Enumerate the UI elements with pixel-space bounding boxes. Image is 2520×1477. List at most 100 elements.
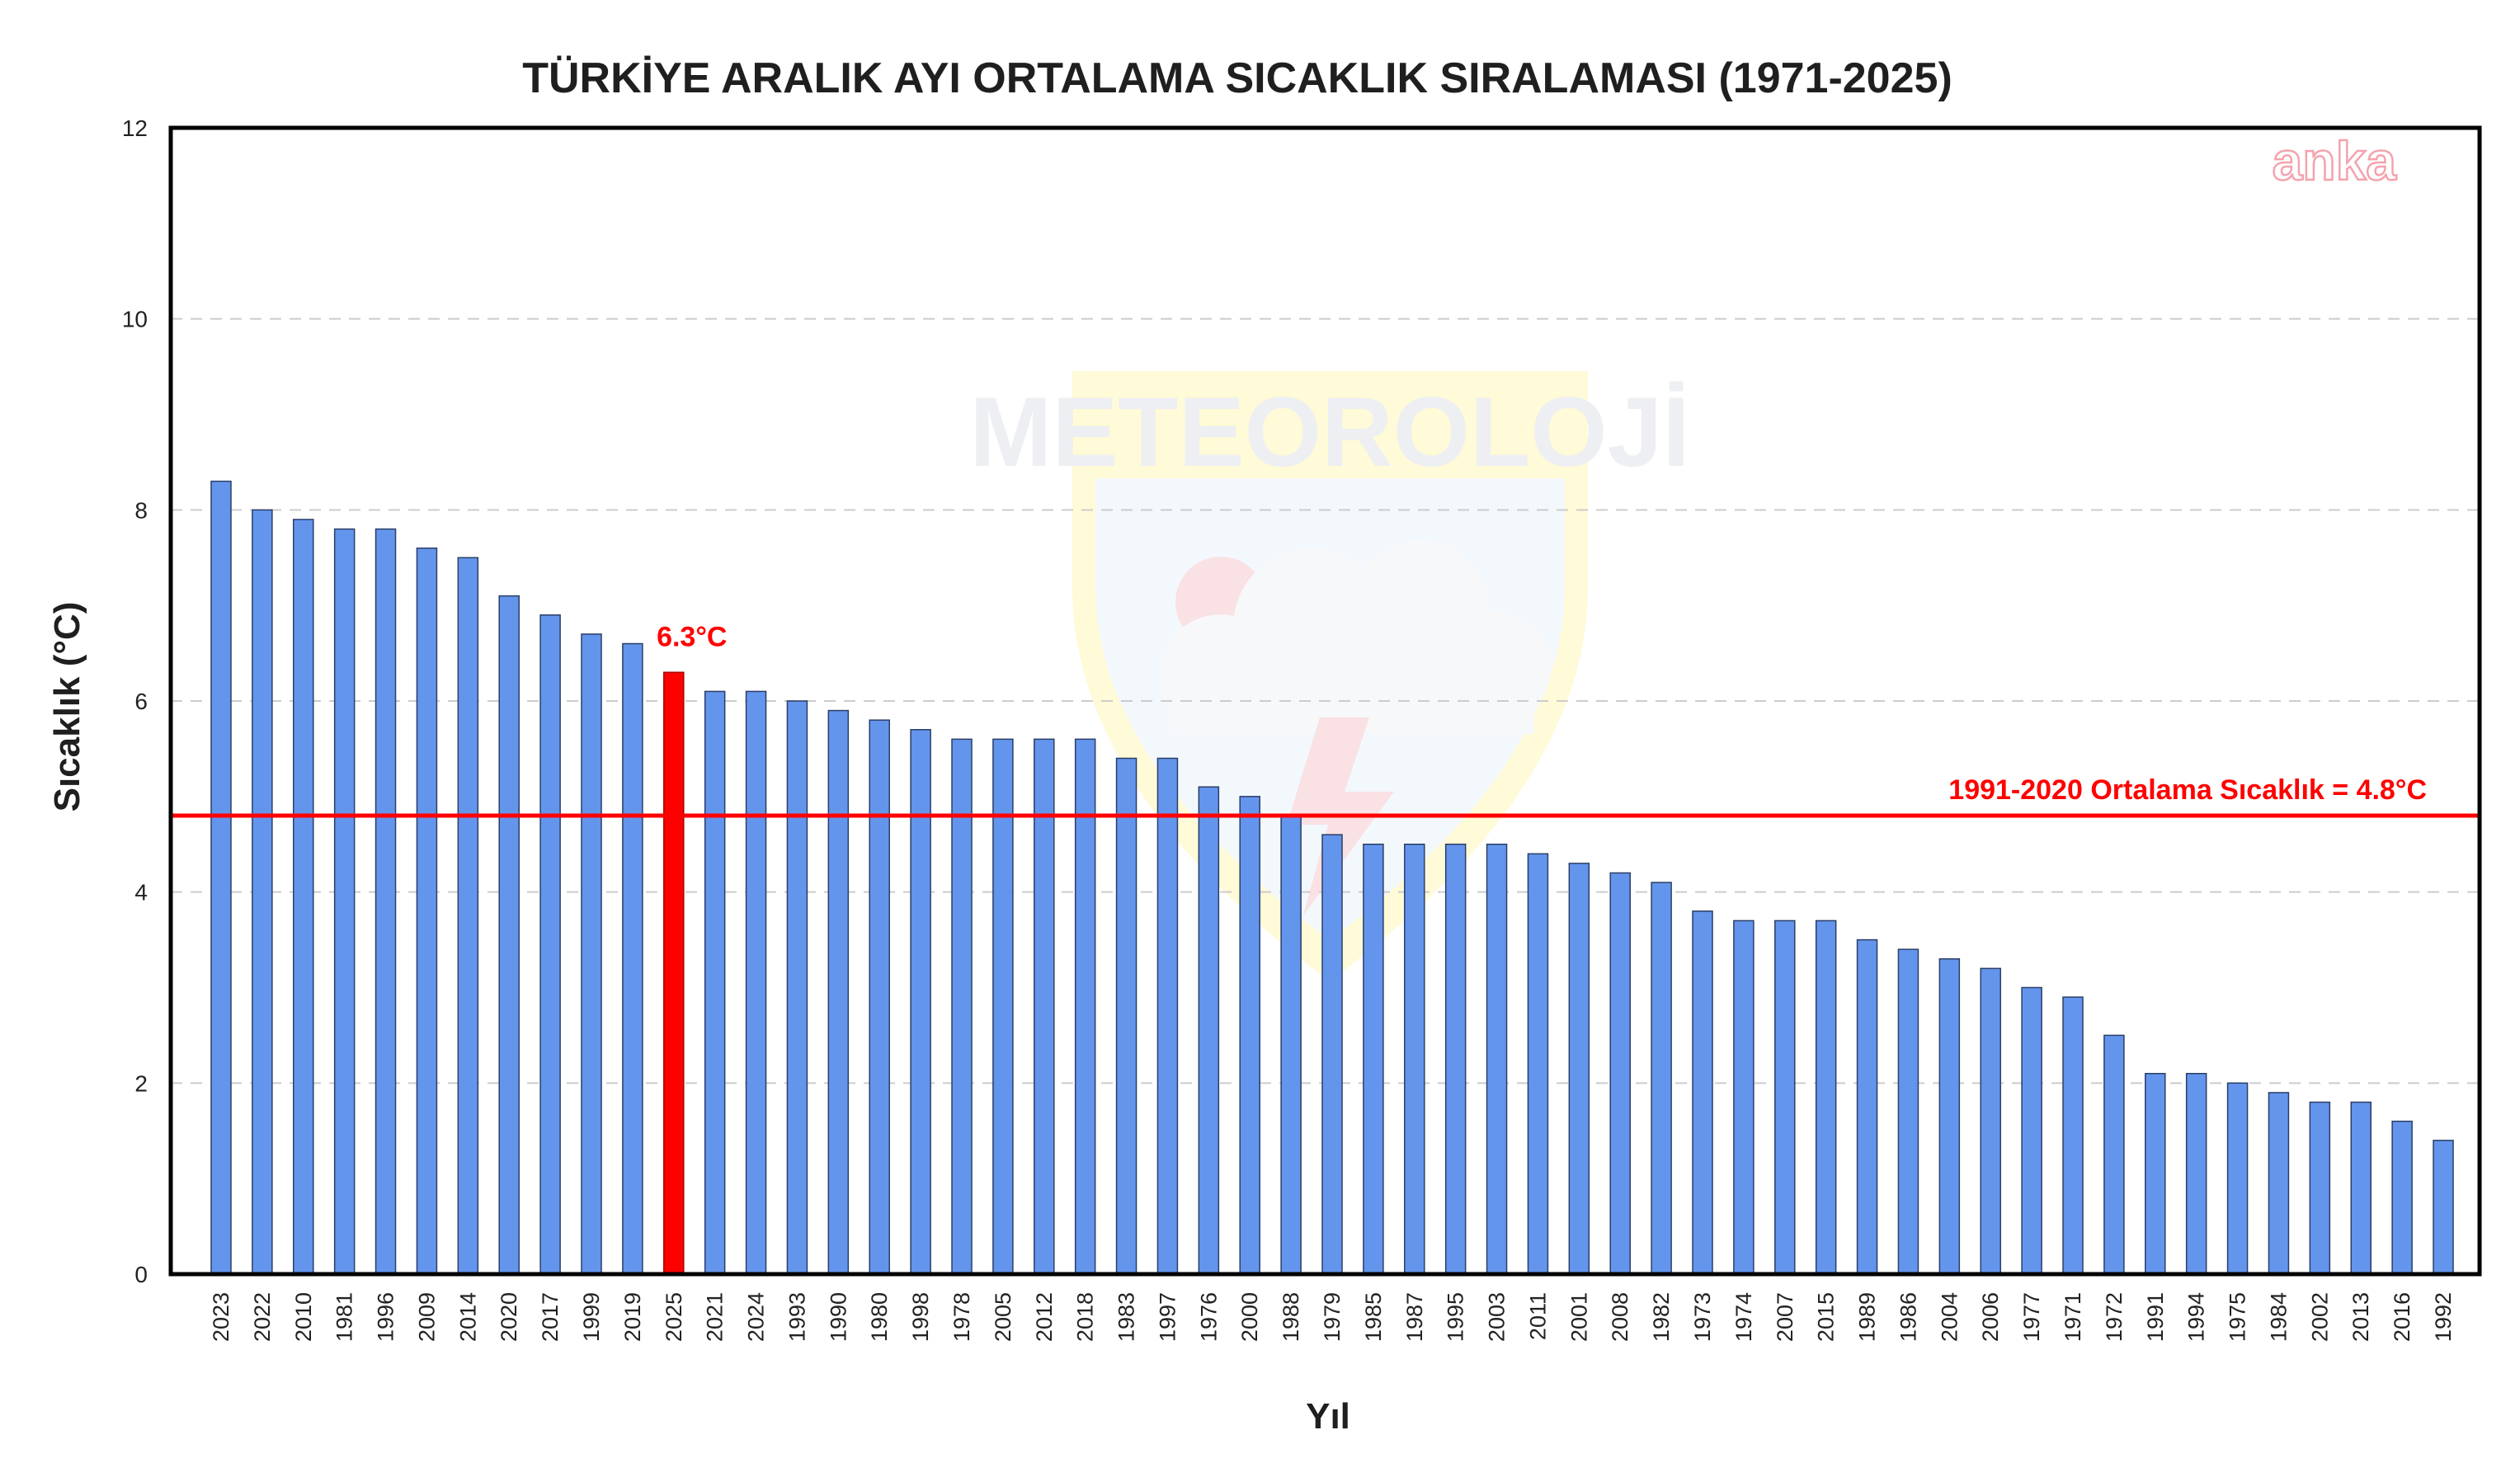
bars <box>210 480 2454 1275</box>
bar <box>1651 882 1672 1275</box>
x-tick-label: 1991 <box>2143 1292 2168 1342</box>
bar <box>581 633 602 1275</box>
x-tick-label: 1985 <box>1361 1292 1386 1342</box>
bar <box>1444 844 1467 1275</box>
x-tick-label: 2011 <box>1525 1292 1550 1340</box>
bar <box>457 557 479 1275</box>
bar <box>2226 1082 2249 1275</box>
bar <box>2103 1034 2125 1275</box>
x-tick-label: 2003 <box>1485 1292 1510 1342</box>
bar-highlight <box>663 671 685 1275</box>
bar <box>827 709 850 1275</box>
bar <box>1568 863 1590 1275</box>
bar <box>333 528 356 1275</box>
y-tick-label: 6 <box>134 689 148 714</box>
x-tick-label: 1983 <box>1114 1292 1139 1342</box>
bar <box>1321 834 1343 1275</box>
anka-logo: anka <box>2273 130 2398 191</box>
bar <box>2433 1140 2454 1275</box>
bar <box>1280 815 1302 1275</box>
bar <box>2185 1073 2207 1275</box>
x-tick-label: 1986 <box>1896 1292 1920 1342</box>
bar <box>869 719 890 1275</box>
bar <box>2268 1092 2290 1275</box>
x-axis-ticks: 2023 2022 2010 1981 1996 2009 2014 2020 2017 1999… <box>209 1292 2456 1342</box>
bar <box>293 519 314 1275</box>
bar <box>2309 1101 2331 1275</box>
x-tick-label: 1989 <box>1855 1292 1880 1342</box>
bar <box>1897 948 1919 1275</box>
x-tick-label: 1971 <box>2061 1292 2085 1342</box>
chart-title: TÜRKİYE ARALIK AYI ORTALAMA SICAKLIK SIR… <box>522 54 1952 102</box>
x-tick-label: 1984 <box>2266 1292 2291 1342</box>
x-tick-label: 1974 <box>1731 1292 1756 1342</box>
bar <box>1980 967 2001 1275</box>
bar <box>2021 986 2042 1275</box>
x-tick-label: 2010 <box>291 1292 316 1342</box>
x-tick-label: 2020 <box>497 1292 521 1342</box>
x-tick-label: 2013 <box>2348 1292 2373 1342</box>
x-tick-label: 1979 <box>1320 1292 1345 1342</box>
bar <box>1363 844 1384 1275</box>
x-tick-label: 2018 <box>1073 1292 1098 1342</box>
bar <box>498 595 520 1275</box>
x-tick-label: 2024 <box>744 1292 769 1342</box>
bar <box>1486 844 1508 1275</box>
y-axis-ticks: 0 2 4 6 8 10 12 <box>122 115 148 1287</box>
x-tick-label: 1976 <box>1196 1292 1221 1342</box>
bar <box>2062 996 2084 1275</box>
x-tick-label: 2014 <box>455 1292 480 1342</box>
x-tick-label: 2025 <box>662 1292 686 1342</box>
bar <box>1115 757 1138 1275</box>
x-tick-label: 2022 <box>250 1292 275 1342</box>
bar <box>1856 938 1878 1275</box>
x-axis-label: Yıl <box>1306 1396 1350 1437</box>
x-tick-label: 1993 <box>784 1292 809 1342</box>
x-tick-label: 1972 <box>2102 1292 2127 1342</box>
x-tick-label: 2006 <box>1978 1292 2003 1342</box>
x-tick-label: 1982 <box>1649 1292 1674 1342</box>
x-tick-label: 2001 <box>1566 1292 1591 1342</box>
x-tick-label: 1981 <box>332 1292 357 1342</box>
bar <box>1692 910 1713 1275</box>
bar <box>1198 786 1220 1275</box>
bar <box>1156 757 1179 1275</box>
reference-line-label: 1991-2020 Ortalama Sıcaklık = 4.8°C <box>1948 774 2427 806</box>
bar <box>1527 853 1549 1275</box>
x-tick-label: 2017 <box>538 1292 563 1342</box>
bar <box>1733 920 1755 1275</box>
bar <box>1404 844 1425 1275</box>
x-tick-label: 1987 <box>1402 1292 1427 1342</box>
watermark-text: METEOROLOJİ <box>969 377 1689 487</box>
x-tick-label: 2021 <box>703 1292 728 1342</box>
bar <box>2145 1073 2166 1275</box>
x-tick-label: 2005 <box>991 1292 1015 1342</box>
x-tick-label: 2008 <box>1608 1292 1632 1342</box>
bar <box>2391 1120 2413 1275</box>
bar <box>416 547 438 1275</box>
bar <box>1609 872 1631 1275</box>
bar <box>1239 796 1260 1275</box>
y-tick-label: 12 <box>122 115 148 141</box>
x-tick-label: 2000 <box>1237 1292 1262 1342</box>
x-tick-label: 1978 <box>949 1292 974 1342</box>
x-tick-label: 1973 <box>1690 1292 1715 1342</box>
x-tick-label: 2009 <box>414 1292 439 1342</box>
x-tick-label: 1977 <box>2019 1292 2044 1342</box>
y-tick-label: 4 <box>134 880 148 905</box>
bar <box>951 738 973 1275</box>
bar <box>252 509 273 1275</box>
x-tick-label: 2004 <box>1937 1292 1962 1342</box>
x-tick-label: 1988 <box>1279 1292 1303 1342</box>
x-tick-label: 2012 <box>1032 1292 1057 1342</box>
bar <box>210 480 232 1275</box>
x-tick-label: 1996 <box>374 1292 398 1342</box>
x-tick-label: 2002 <box>2307 1292 2332 1342</box>
highlight-label: 6.3°C <box>657 621 727 652</box>
x-tick-label: 1980 <box>867 1292 892 1342</box>
y-tick-label: 8 <box>134 497 148 523</box>
bar <box>374 528 397 1275</box>
y-tick-label: 10 <box>122 307 148 332</box>
bar <box>910 729 931 1275</box>
